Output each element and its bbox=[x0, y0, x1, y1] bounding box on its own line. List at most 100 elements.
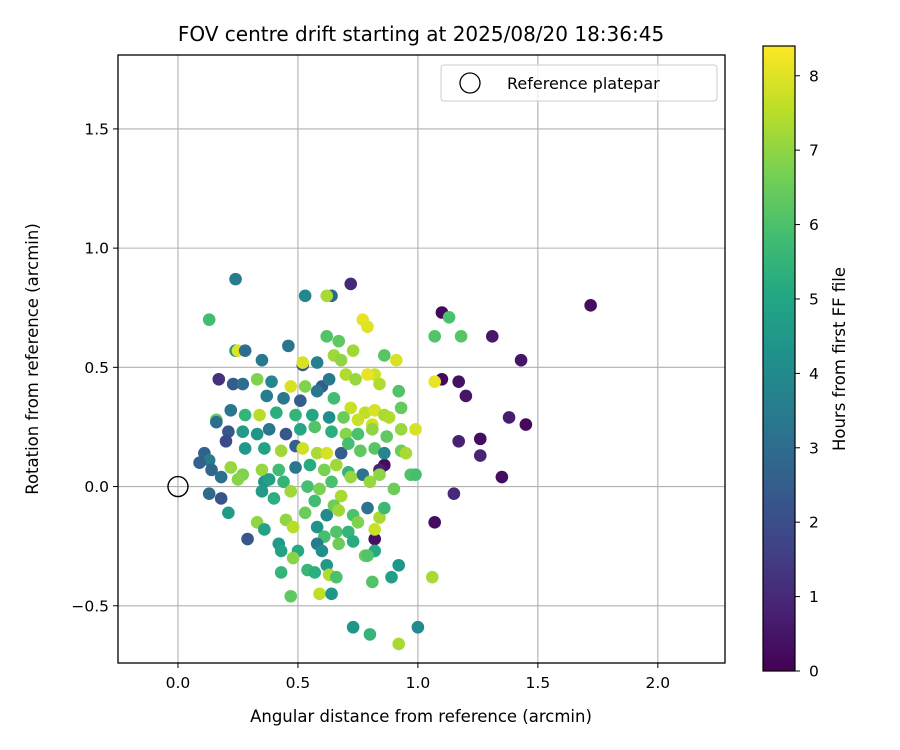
x-axis: 0.0 0.5 1.0 1.5 2.0 bbox=[166, 663, 670, 692]
scatter-point bbox=[260, 389, 274, 403]
scatter-point bbox=[210, 415, 223, 429]
scatter-point bbox=[428, 375, 441, 388]
x-axis-label: Angular distance from reference (arcmin) bbox=[250, 707, 592, 726]
scatter-point bbox=[315, 544, 329, 558]
scatter-point bbox=[334, 489, 348, 503]
scatter-point bbox=[241, 532, 254, 546]
scatter-point bbox=[390, 353, 403, 367]
scatter-point bbox=[262, 473, 276, 486]
scatter-point bbox=[284, 485, 298, 498]
colorbar-tick-label: 1 bbox=[809, 588, 819, 606]
scatter-point bbox=[373, 511, 386, 524]
colorbar-tick-label: 5 bbox=[809, 290, 819, 308]
scatter-point bbox=[425, 570, 439, 584]
scatter-point bbox=[222, 506, 235, 520]
scatter-point bbox=[303, 458, 317, 472]
scatter-point bbox=[502, 411, 516, 424]
scatter-point bbox=[202, 454, 216, 467]
scatter-point bbox=[320, 508, 334, 522]
scatter-point bbox=[442, 310, 456, 324]
scatter-point bbox=[330, 458, 343, 472]
scatter-point bbox=[322, 372, 336, 386]
y-tick-label: 1.5 bbox=[84, 120, 109, 138]
scatter-point bbox=[394, 423, 408, 436]
scatter-point bbox=[308, 420, 322, 434]
y-tick-label: 1.0 bbox=[84, 240, 109, 258]
scatter-point bbox=[255, 353, 269, 367]
scatter-point bbox=[392, 384, 406, 398]
reference-circle-icon bbox=[167, 475, 189, 498]
colorbar-ticks: 0 1 2 3 4 5 6 7 8 bbox=[795, 67, 819, 681]
scatter-point bbox=[325, 587, 338, 601]
scatter-point bbox=[226, 377, 240, 391]
scatter-point bbox=[320, 330, 334, 343]
scatter-point bbox=[274, 544, 288, 558]
scatter-point bbox=[351, 413, 365, 427]
scatter-point bbox=[224, 403, 238, 417]
scatter-point bbox=[332, 504, 346, 517]
scatter-point bbox=[193, 456, 206, 470]
scatter-point bbox=[320, 289, 334, 303]
scatter-point bbox=[289, 408, 302, 422]
scatter-point bbox=[380, 430, 394, 443]
scatter-point bbox=[334, 446, 348, 460]
scatter-point bbox=[286, 551, 300, 565]
scatter-point bbox=[485, 330, 499, 343]
scatter-point bbox=[267, 492, 281, 505]
grid-lines bbox=[118, 55, 725, 663]
scatter-point bbox=[258, 442, 271, 455]
colorbar-gradient bbox=[762, 45, 796, 672]
scatter-point bbox=[584, 299, 597, 312]
colorbar-tick-label: 0 bbox=[809, 663, 819, 681]
scatter-point bbox=[363, 628, 377, 641]
colorbar-tick-label: 6 bbox=[809, 216, 819, 234]
scatter-point bbox=[212, 372, 226, 386]
legend-entry-label: Reference platepar bbox=[507, 74, 660, 93]
scatter-point bbox=[274, 444, 288, 458]
scatter-point bbox=[229, 272, 242, 286]
colorbar-tick-label: 7 bbox=[809, 142, 819, 160]
scatter-point bbox=[296, 356, 310, 369]
scatter-point bbox=[368, 442, 382, 455]
scatter-point bbox=[238, 442, 252, 455]
colorbar-tick-label: 4 bbox=[809, 365, 819, 383]
x-tick-label: 0.0 bbox=[166, 674, 191, 692]
scatter-point bbox=[330, 525, 343, 539]
scatter-point bbox=[366, 423, 379, 436]
scatter-point bbox=[222, 425, 235, 439]
scatter-point bbox=[349, 372, 362, 386]
scatter-point bbox=[330, 570, 343, 584]
legend-box bbox=[440, 64, 718, 102]
scatter-point bbox=[298, 289, 312, 303]
scatter-point bbox=[238, 408, 252, 422]
scatter-point bbox=[308, 494, 322, 508]
y-axis: −0.5 0.0 0.5 1.0 1.5 bbox=[71, 120, 118, 615]
scatter-point bbox=[373, 377, 386, 391]
scatter-point bbox=[452, 434, 465, 448]
scatter-point bbox=[361, 549, 374, 563]
y-tick-label: 0.5 bbox=[84, 359, 109, 377]
scatter-point bbox=[322, 411, 336, 424]
scatter-point bbox=[308, 566, 322, 579]
scatter-point bbox=[255, 485, 269, 498]
scatter-point bbox=[344, 470, 358, 484]
scatter-point bbox=[382, 411, 396, 424]
x-tick-label: 2.0 bbox=[645, 674, 670, 692]
scatter-point bbox=[354, 444, 367, 458]
scatter-point bbox=[313, 587, 326, 601]
scatter-point bbox=[272, 463, 286, 477]
scatter-point bbox=[378, 446, 391, 460]
scatter-point bbox=[253, 408, 266, 422]
scatter-point bbox=[394, 401, 408, 415]
scatter-point bbox=[274, 566, 288, 579]
scatter-point bbox=[250, 372, 264, 386]
scatter-point bbox=[318, 463, 331, 477]
scatter-point bbox=[344, 277, 358, 291]
scatter-point bbox=[361, 320, 374, 334]
scatter-point bbox=[385, 570, 398, 584]
scatter-point bbox=[301, 480, 314, 493]
scatter-point bbox=[327, 392, 341, 405]
scatter-point bbox=[387, 482, 401, 496]
scatter-point bbox=[409, 468, 422, 481]
